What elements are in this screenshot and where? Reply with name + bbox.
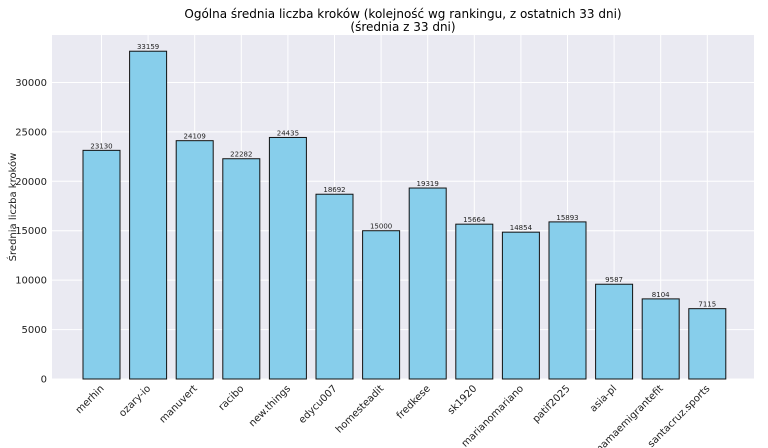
chart-subtitle: (średnia z 33 dni) [350,20,455,34]
value-label: 9587 [605,276,623,284]
y-tick-label: 25000 [15,127,47,138]
value-label: 24109 [184,133,206,141]
x-tick-label: manuvert [158,383,200,425]
y-tick-label: 10000 [15,276,47,287]
value-label: 23130 [90,142,112,150]
value-label: 8104 [652,291,670,299]
bar-manuvert [175,140,214,380]
bar-patif2025 [548,221,587,380]
bars-group [82,50,727,380]
value-label: 24435 [277,129,299,137]
bar-marianomariano [501,231,540,380]
value-label: 15664 [463,216,486,224]
bar-fredkese [408,187,447,380]
x-tick-label: ozary-io [117,383,153,419]
bar-mamaemigrantefit [641,298,680,380]
x-tick-label: edycu007 [297,383,340,426]
x-tick-label: patif2025 [531,383,573,425]
y-tick-labels: 0 5000 10000 15000 20000 25000 30000 [15,78,47,386]
value-label: 22282 [230,151,252,159]
value-label: 33159 [137,43,159,51]
bar-sk1920 [455,223,494,380]
value-label: 15000 [370,223,392,231]
bar-ozary-io [129,50,168,380]
bar-santacruz.sports [688,308,727,380]
x-tick-label: racibo [217,383,247,413]
y-tick-label: 0 [41,375,47,386]
value-label: 14854 [510,224,533,232]
bar-new.things [268,136,307,380]
value-label: 15893 [556,214,578,222]
y-tick-label: 15000 [15,226,47,237]
value-label: 7115 [698,301,716,309]
x-tick-label: merhin [74,383,107,416]
bar-homesteadit [362,230,401,380]
x-tick-label: sk1920 [446,383,480,417]
value-label: 19319 [417,180,439,188]
bar-edycu007 [315,193,354,380]
chart-title: Ogólna średnia liczba kroków (kolejność … [184,7,621,21]
value-labels-group: 23130 33159 24109 22282 24435 18692 15000 19319… [90,43,716,308]
y-tick-label: 30000 [15,78,47,89]
value-label: 18692 [323,186,345,194]
x-tick-labels: merhin ozary-io manuvert racibo new.things ed… [74,383,713,448]
x-tick-label: homesteadit [334,383,386,435]
bar-merhin [82,149,121,380]
y-tick-label: 5000 [22,325,47,336]
y-tick-label: 20000 [15,177,47,188]
x-tick-label: new.things [247,383,293,429]
x-tick-label: fredkese [395,383,433,421]
bar-asia-pl [595,283,634,380]
x-tick-label: asia-pl [588,383,619,414]
y-axis-label: Średnia liczba kroków [6,153,19,262]
bar-racibo [222,158,261,380]
plot-background [52,35,754,379]
